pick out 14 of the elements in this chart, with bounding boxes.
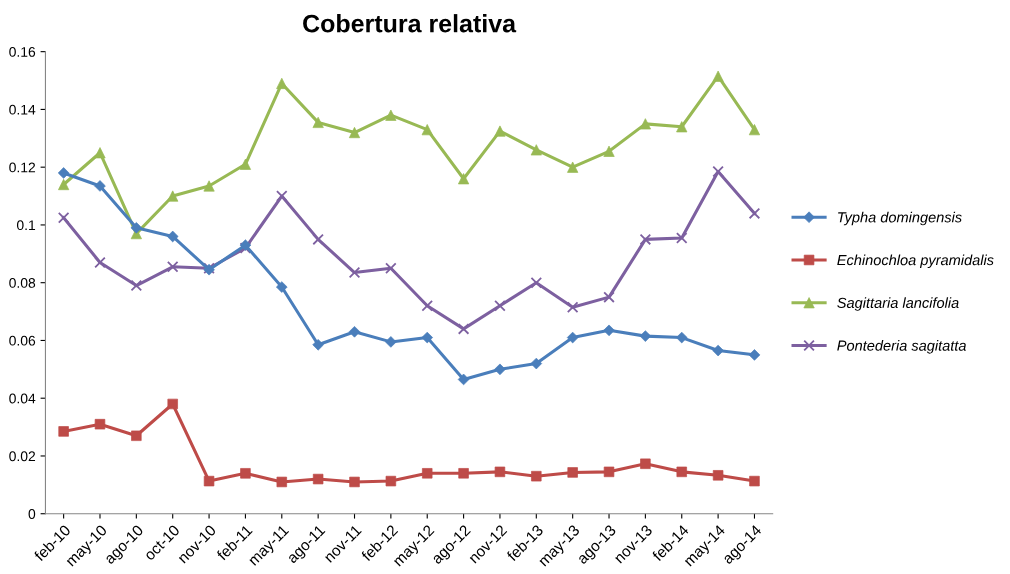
y-tick-label: 0.08 — [9, 278, 36, 288]
legend-label: Typha domingensis — [838, 211, 962, 226]
y-tick-label: 0.1 — [16, 220, 36, 231]
y-tick-label: 0.14 — [9, 104, 36, 115]
legend-label: Sagittaria lancifolia — [837, 297, 959, 311]
y-tick-label: 0 — [28, 509, 36, 519]
chart-title: Cobertura relativa — [303, 14, 517, 33]
legend-label: Echinochloa pyramidalis — [837, 254, 994, 269]
y-tick-label: 0.16 — [9, 46, 36, 57]
y-tick-label: 0.02 — [9, 451, 36, 462]
legend-label: Pontederia sagitatta — [837, 340, 966, 354]
y-tick-label: 0.12 — [9, 162, 36, 173]
y-tick-label: 0.04 — [9, 393, 36, 404]
y-tick-label: 0.06 — [9, 335, 36, 346]
